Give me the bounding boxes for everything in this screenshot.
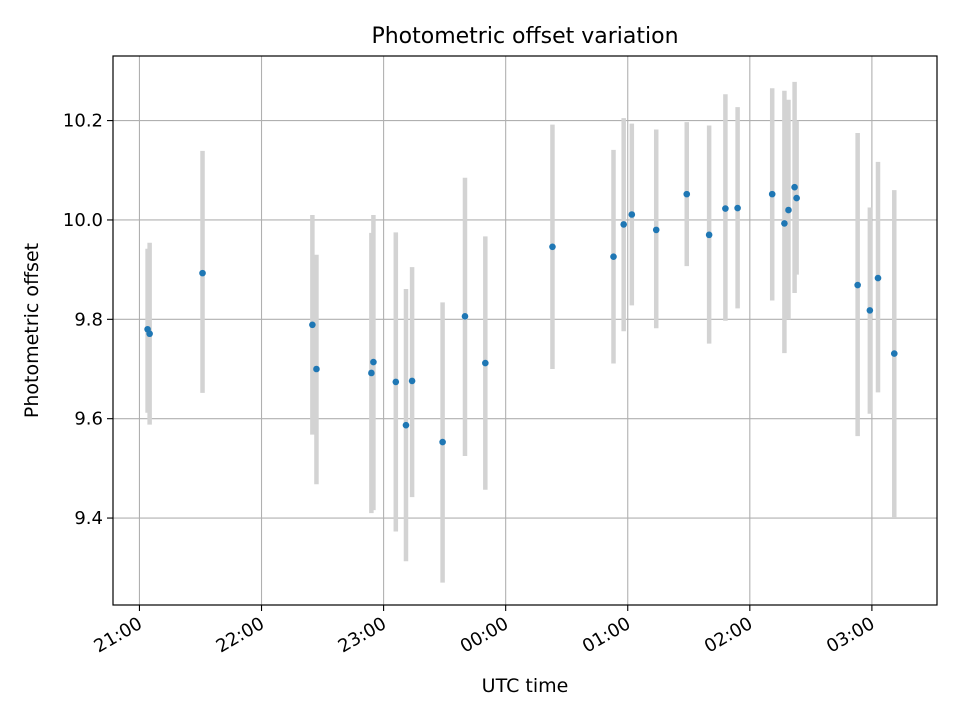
data-point — [482, 359, 489, 367]
data-point — [874, 274, 882, 282]
data-point — [781, 220, 788, 227]
y-tick-label: 9.4 — [74, 508, 103, 529]
y-tick-label: 9.6 — [74, 409, 103, 430]
y-axis-label: Photometric offset — [21, 243, 43, 418]
data-point — [392, 378, 400, 386]
data-point — [549, 243, 556, 251]
data-point — [313, 365, 320, 373]
data-point — [439, 438, 446, 446]
data-point — [610, 253, 617, 261]
data-point — [199, 269, 206, 277]
x-axis-label: UTC time — [482, 675, 569, 697]
plot-frame — [112, 55, 938, 606]
tick-layer: 21:00 22:00 23:00 00:00 01:00 02:00 03:009.49.… — [63, 111, 878, 658]
data-point — [146, 330, 153, 338]
y-tick-label: 10.0 — [63, 210, 103, 231]
data-point — [368, 369, 375, 377]
data-point — [734, 204, 741, 212]
data-point — [461, 313, 469, 320]
chart-title: Photometric offset variation — [371, 24, 678, 49]
data-point — [722, 205, 729, 212]
data-point — [768, 190, 776, 198]
data-point — [370, 358, 377, 366]
data-point — [791, 183, 798, 191]
data-point — [785, 206, 792, 214]
data-point — [866, 307, 874, 314]
data-point — [620, 221, 627, 228]
data-point — [683, 190, 691, 198]
y-tick-label: 9.8 — [74, 309, 103, 330]
y-tick-label: 10.2 — [63, 111, 103, 132]
data-point — [854, 281, 861, 289]
data-point — [408, 377, 416, 385]
data-point — [793, 194, 800, 202]
data-point — [402, 421, 410, 429]
point-layer — [144, 183, 898, 446]
data-point — [309, 321, 316, 329]
grid-layer — [113, 56, 937, 605]
data-point — [890, 350, 898, 357]
data-point — [652, 226, 660, 234]
data-point — [628, 211, 636, 218]
data-point — [705, 231, 713, 239]
